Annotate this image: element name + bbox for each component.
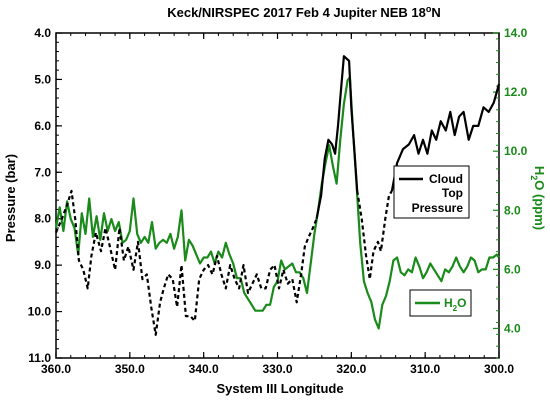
y-left-tick-label: 11.0	[28, 351, 51, 365]
legend-cloud-label-1: Cloud	[429, 172, 463, 186]
x-tick-label: 340.0	[189, 362, 219, 376]
y-right-tick-label: 10.0	[504, 144, 528, 158]
y-right-tick-label: 12.0	[504, 85, 528, 99]
series-line-h2o-solid-0	[54, 76, 500, 330]
legend-cloud-label-3: Pressure	[412, 201, 464, 215]
x-axis-label: System III Longitude	[216, 381, 343, 396]
series-line-cloud-solid-3	[390, 83, 501, 192]
series-line-cloud-dashed-0	[54, 189, 318, 336]
y-left-tick-label: 5.0	[34, 72, 51, 86]
legend-h2o-label: H2O	[444, 296, 466, 313]
series-line-cloud-solid-1	[315, 55, 359, 219]
x-tick-label: 320.0	[336, 362, 366, 376]
y-right-tick-label: 6.0	[504, 262, 521, 276]
legend-cloud: Cloud Top Pressure	[393, 165, 470, 219]
left-axis-ticks: 4.0 5.0 6.0 7.0 8.0 9.0 10.0 11.0	[28, 26, 62, 365]
x-tick-label: 330.0	[262, 362, 292, 376]
right-axis-ticks: 4.0 6.0 8.0 10.0 12.0 14.0	[493, 26, 528, 359]
series-layer	[54, 55, 501, 336]
y-left-tick-label: 8.0	[34, 212, 51, 226]
y-left-tick-label: 4.0	[34, 26, 51, 40]
y-left-tick-label: 6.0	[34, 119, 51, 133]
legend-cloud-label-2: Top	[442, 186, 463, 200]
series-line-cloud-dashed-2	[356, 190, 393, 281]
x-tick-label: 300.0	[484, 362, 514, 376]
y-left-tick-label: 7.0	[34, 165, 51, 179]
x-axis-ticks: 360.0 350.0 340.0 330.0 320.0 310.0 300.0	[41, 33, 514, 376]
chart-title: Keck/NIRSPEC 2017 Feb 4 Jupiter NEB 18oN	[167, 4, 441, 20]
y-left-tick-label: 9.0	[34, 258, 51, 272]
legend-cloud-box	[393, 165, 470, 219]
y-axis-right-label: H2O (ppm)	[529, 166, 547, 230]
y-right-tick-label: 8.0	[504, 203, 521, 217]
legend-h2o: H2O	[409, 289, 472, 317]
y-right-tick-label: 4.0	[504, 321, 521, 335]
y-left-tick-label: 10.0	[28, 305, 52, 319]
x-tick-label: 350.0	[115, 362, 145, 376]
y-axis-left-label: Pressure (bar)	[3, 154, 18, 242]
x-tick-label: 360.0	[41, 362, 71, 376]
y-right-tick-label: 14.0	[504, 26, 528, 40]
legend-h2o-box	[409, 289, 472, 317]
x-tick-label: 310.0	[410, 362, 440, 376]
